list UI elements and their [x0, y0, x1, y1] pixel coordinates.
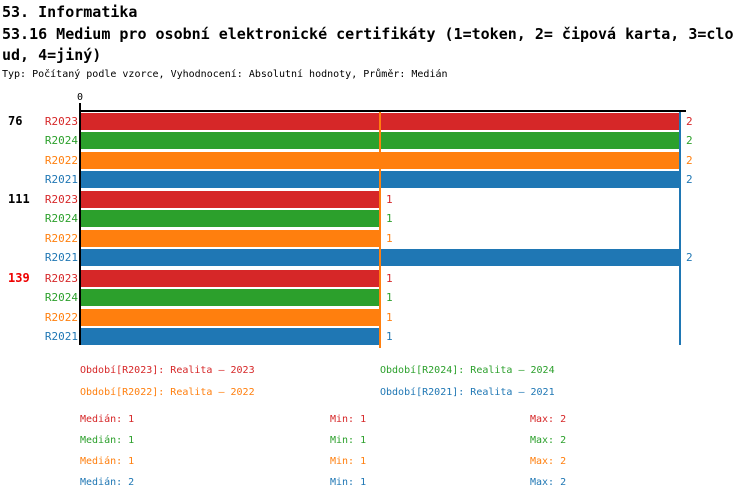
legend-item-R2021: Období[R2021]: Realita – 2021 [380, 387, 555, 398]
bar-value-label-R2021: 2 [686, 251, 693, 264]
bar-R2021 [81, 328, 380, 345]
bar-row-label-R2021: R2021 [44, 173, 78, 186]
bar-R2023 [81, 270, 380, 287]
bar-value-label-R2021: 2 [686, 173, 693, 186]
bar-row-label-R2024: R2024 [44, 212, 78, 225]
bar-row-label-R2023: R2023 [44, 272, 78, 285]
bar-R2024 [81, 289, 380, 306]
legend-item-R2023: Období[R2023]: Realita – 2023 [80, 365, 255, 376]
bar-value-label-R2022: 1 [386, 311, 393, 324]
y-axis-line [79, 110, 81, 345]
bar-row-label-R2022: R2022 [44, 232, 78, 245]
stat-min-R2023: Min: 1 [330, 414, 367, 425]
bar-R2022 [81, 230, 380, 247]
bar-value-label-R2024: 2 [686, 134, 693, 147]
bar-R2024 [81, 210, 380, 227]
x-axis-tick-label-0: 0 [76, 92, 84, 103]
bar-value-label-R2023: 1 [386, 272, 393, 285]
stat-median-R2024: Medián: 1 [80, 435, 135, 446]
stat-max-R2021: Max: 2 [530, 477, 567, 488]
bar-R2023 [81, 191, 380, 208]
bar-R2022 [81, 309, 380, 326]
bar-row-label-R2022: R2022 [44, 311, 78, 324]
bar-row-label-R2022: R2022 [44, 154, 78, 167]
legend-item-R2022: Období[R2022]: Realita – 2022 [80, 387, 255, 398]
chart-subtitle: Typ: Počítaný podle vzorce, Vyhodnocení:… [2, 68, 448, 80]
group-label-76: 76 [8, 114, 23, 128]
bar-value-label-R2024: 1 [386, 291, 393, 304]
title-line-1: 53. Informatika [2, 3, 138, 21]
bar-value-label-R2023: 2 [686, 115, 693, 128]
bar-row-label-R2023: R2023 [44, 115, 78, 128]
bar-value-label-R2024: 1 [386, 212, 393, 225]
stat-min-R2021: Min: 1 [330, 477, 367, 488]
bar-row-label-R2021: R2021 [44, 330, 78, 343]
chart-header: 53. Informatika 53.16 Medium pro osobní … [2, 2, 748, 82]
stat-max-R2022: Max: 2 [530, 456, 567, 467]
x-axis-line [80, 110, 686, 112]
bar-row-label-R2021: R2021 [44, 251, 78, 264]
bar-value-label-R2023: 1 [386, 193, 393, 206]
x-axis-tick-mark [79, 103, 81, 111]
median-line-value-2 [679, 112, 681, 345]
bar-value-label-R2022: 1 [386, 232, 393, 245]
stat-max-R2024: Max: 2 [530, 435, 567, 446]
median-line-value-1 [379, 112, 381, 348]
stat-median-R2022: Medián: 1 [80, 456, 135, 467]
group-label-111: 111 [8, 192, 30, 206]
stat-max-R2023: Max: 2 [530, 414, 567, 425]
stat-min-R2024: Min: 1 [330, 435, 367, 446]
stat-min-R2022: Min: 1 [330, 456, 367, 467]
bar-row-label-R2023: R2023 [44, 193, 78, 206]
stat-median-R2023: Medián: 1 [80, 414, 135, 425]
group-label-139: 139 [8, 271, 30, 285]
bar-row-label-R2024: R2024 [44, 291, 78, 304]
bar-row-label-R2024: R2024 [44, 134, 78, 147]
bar-value-label-R2022: 2 [686, 154, 693, 167]
stat-median-R2021: Medián: 2 [80, 477, 135, 488]
title-line-2: 53.16 Medium pro osobní elektronické cer… [2, 24, 734, 43]
title-line-3: ud, 4=jiný) [2, 46, 102, 64]
legend-item-R2024: Období[R2024]: Realita – 2024 [380, 365, 555, 376]
bar-value-label-R2021: 1 [386, 330, 393, 343]
